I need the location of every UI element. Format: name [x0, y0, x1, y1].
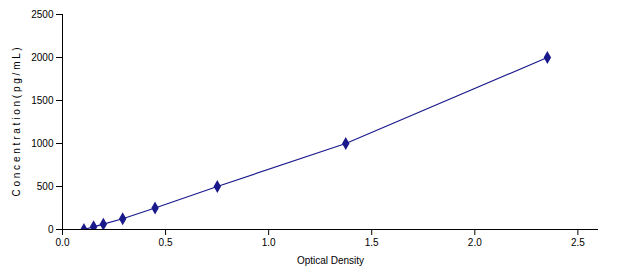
svg-text:2.5: 2.5 [571, 237, 585, 248]
svg-text:2.0: 2.0 [468, 237, 482, 248]
svg-text:1.0: 1.0 [262, 237, 276, 248]
svg-text:1000: 1000 [31, 138, 54, 149]
svg-text:2000: 2000 [31, 52, 54, 63]
svg-text:C o n c e n t r a t i o n ( p: C o n c e n t r a t i o n ( p g / m L ) [11, 47, 22, 196]
svg-text:2500: 2500 [31, 9, 54, 20]
svg-text:500: 500 [37, 181, 54, 192]
svg-text:0.0: 0.0 [56, 237, 70, 248]
svg-text:1500: 1500 [31, 95, 54, 106]
svg-text:0.5: 0.5 [159, 237, 173, 248]
svg-text:Optical Density: Optical Density [297, 255, 364, 266]
svg-text:0: 0 [48, 224, 54, 235]
svg-text:1.5: 1.5 [365, 237, 379, 248]
